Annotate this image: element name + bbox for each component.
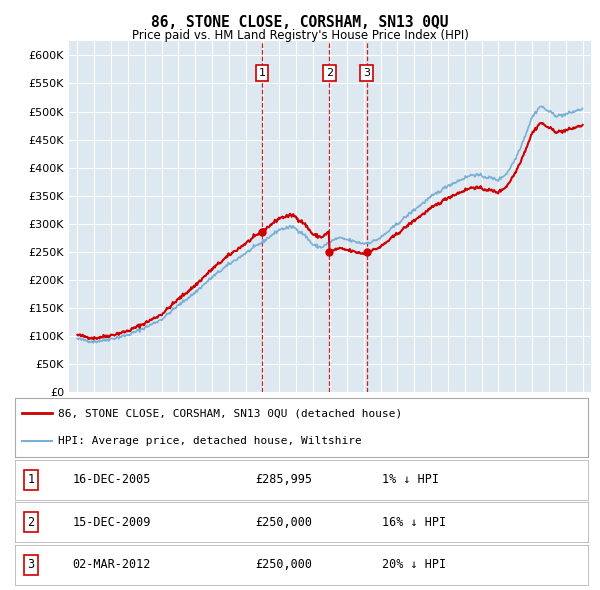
Text: Price paid vs. HM Land Registry's House Price Index (HPI): Price paid vs. HM Land Registry's House … xyxy=(131,30,469,42)
Text: £250,000: £250,000 xyxy=(256,558,313,571)
Text: 02-MAR-2012: 02-MAR-2012 xyxy=(73,558,151,571)
Text: 86, STONE CLOSE, CORSHAM, SN13 0QU: 86, STONE CLOSE, CORSHAM, SN13 0QU xyxy=(151,15,449,30)
Text: 86, STONE CLOSE, CORSHAM, SN13 0QU (detached house): 86, STONE CLOSE, CORSHAM, SN13 0QU (deta… xyxy=(58,408,402,418)
Text: 16% ↓ HPI: 16% ↓ HPI xyxy=(382,516,446,529)
Text: HPI: Average price, detached house, Wiltshire: HPI: Average price, detached house, Wilt… xyxy=(58,437,362,446)
Text: 15-DEC-2009: 15-DEC-2009 xyxy=(73,516,151,529)
Text: £250,000: £250,000 xyxy=(256,516,313,529)
Text: 3: 3 xyxy=(28,558,35,571)
Text: 2: 2 xyxy=(28,516,35,529)
Text: 1: 1 xyxy=(259,68,265,78)
Text: 1% ↓ HPI: 1% ↓ HPI xyxy=(382,473,439,486)
Text: 1: 1 xyxy=(28,473,35,486)
Text: 2: 2 xyxy=(326,68,333,78)
Text: 16-DEC-2005: 16-DEC-2005 xyxy=(73,473,151,486)
Text: 3: 3 xyxy=(363,68,370,78)
Text: 20% ↓ HPI: 20% ↓ HPI xyxy=(382,558,446,571)
Text: £285,995: £285,995 xyxy=(256,473,313,486)
